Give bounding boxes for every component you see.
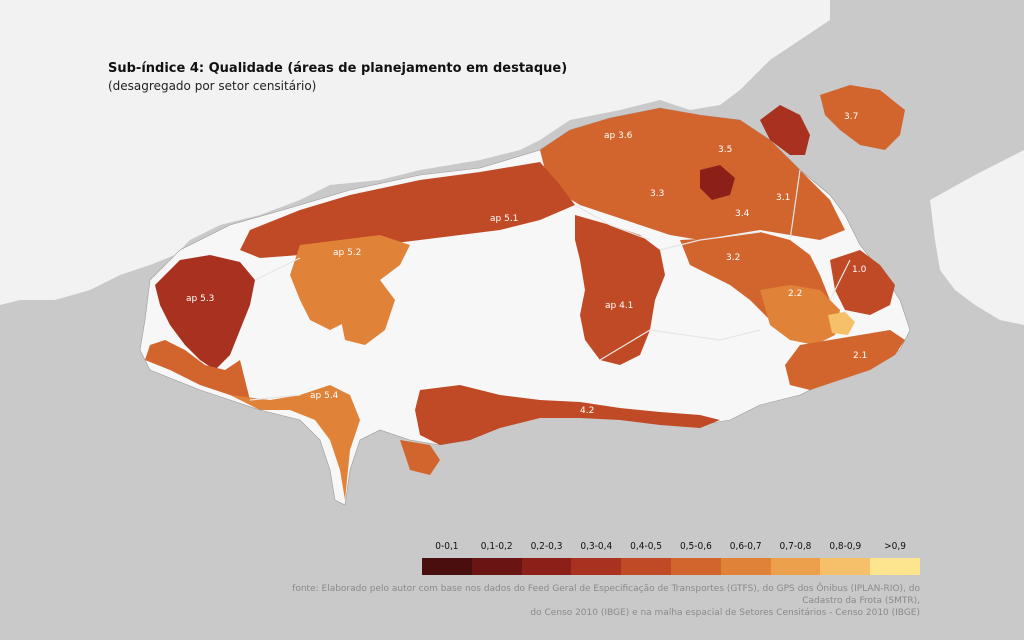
ap-label: 2.2 — [788, 289, 802, 299]
ap-label: ap 5.2 — [333, 248, 361, 258]
legend-swatch — [770, 558, 821, 575]
ap-label: 3.2 — [726, 253, 740, 263]
source-line: fonte: Elaborado pelo autor com base nos… — [292, 584, 920, 606]
legend-label: 0,4-0,5 — [630, 541, 663, 552]
map-title: Sub-índice 4: Qualidade (áreas de planej… — [108, 61, 568, 76]
source-note: fonte: Elaborado pelo autor com base nos… — [280, 583, 920, 619]
ap-label: ap 5.4 — [310, 391, 339, 401]
legend-swatch — [571, 558, 622, 575]
legend-label: 0,5-0,6 — [679, 541, 712, 552]
legend-label: 0,1-0,2 — [480, 541, 513, 552]
legend-swatches — [422, 558, 920, 575]
legend: 0-0,1 0,1-0,2 0,2-0,3 0,3-0,4 0,4-0,5 0,… — [422, 538, 920, 578]
ap-label: ap 4.1 — [605, 301, 633, 311]
ap-label: 3.4 — [735, 209, 750, 219]
planning-area-labels: ap 3.6 3.7 3.5 3.3 3.1 3.4 ap 5.1 ap 5.2… — [186, 112, 867, 416]
ap-label: 2.1 — [853, 351, 867, 361]
ap-label: 3.1 — [776, 193, 790, 203]
legend-swatch — [621, 558, 671, 575]
legend-label: 0,7-0,8 — [779, 541, 812, 552]
legend-label: 0,3-0,4 — [580, 541, 613, 552]
ap-label: ap 5.3 — [186, 294, 214, 304]
legend-labels: 0-0,1 0,1-0,2 0,2-0,3 0,3-0,4 0,4-0,5 0,… — [422, 538, 920, 556]
legend-swatch — [870, 558, 920, 575]
legend-swatch — [720, 558, 771, 575]
ap-label: 3.5 — [718, 145, 732, 155]
ap-label: 3.3 — [650, 189, 664, 199]
ap-label: 3.7 — [844, 112, 858, 122]
legend-swatch — [820, 558, 871, 575]
planning-area-boundaries — [249, 169, 851, 401]
legend-swatch — [471, 558, 522, 575]
map-subtitle: (desagregado por setor censitário) — [108, 79, 317, 93]
legend-label: 0-0,1 — [435, 541, 459, 552]
surrounding-land — [0, 0, 830, 305]
title-box: Sub-índice 4: Qualidade (áreas de planej… — [108, 60, 568, 102]
ap-label: ap 3.6 — [604, 131, 633, 141]
legend-swatch — [422, 558, 472, 575]
legend-swatch — [521, 558, 572, 575]
legend-label: 0,6-0,7 — [729, 541, 762, 552]
legend-swatch — [670, 558, 721, 575]
census-sectors — [145, 85, 905, 500]
legend-label: 0,2-0,3 — [530, 541, 563, 552]
legend-label: >0,9 — [884, 541, 906, 552]
ap-label: 4.2 — [580, 406, 594, 416]
ap-label: 1.0 — [852, 265, 867, 275]
surrounding-land-east — [930, 150, 1024, 325]
source-line: do Censo 2010 (IBGE) e na malha espacial… — [530, 608, 920, 618]
legend-label: 0,8-0,9 — [829, 541, 862, 552]
ap-label: ap 5.1 — [490, 214, 518, 224]
